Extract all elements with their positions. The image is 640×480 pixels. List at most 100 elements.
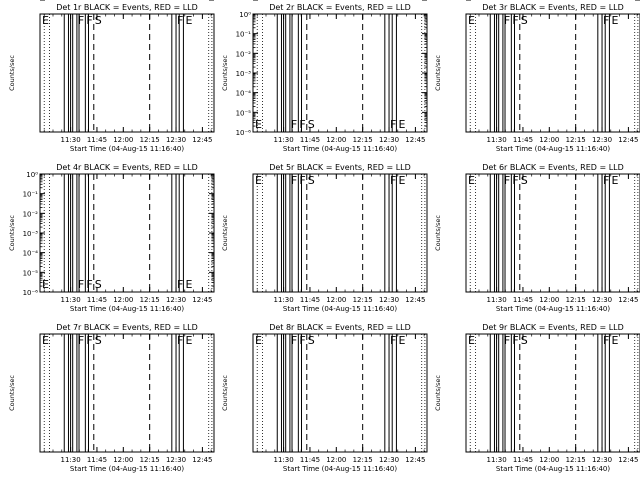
event-marker-letter: E (398, 334, 405, 347)
x-tick-label: 11:30 (486, 136, 506, 144)
x-axis-label: Start Time (04-Aug-15 11:16:40) (283, 465, 397, 473)
y-tick-label: 10000 (16, 0, 38, 2)
y-tick-label: 1 (34, 0, 38, 2)
y-tick-label: 10 (29, 0, 38, 2)
y-tick-label: 1000 (446, 0, 464, 2)
x-tick-label: 12:30 (592, 296, 612, 304)
event-marker-letter: E (42, 14, 49, 27)
panel-4: Det 4r BLACK = Events, RED = LLD 10⁻⁶ 10⁻⁵… (8, 163, 215, 313)
event-marker-letter: S (308, 334, 315, 347)
x-tick-label: 11:45 (300, 456, 320, 464)
plot-frame (465, 13, 640, 133)
y-axis-label: Counts/sec (221, 215, 229, 251)
event-marker-letter: E (255, 334, 262, 347)
x-tick-label: 12:45 (192, 296, 212, 304)
x-tick-label: 12:30 (379, 136, 399, 144)
y-tick-label: 10000 (442, 0, 464, 2)
panel-6: Det 6r BLACK = Events, RED = LLD 11010010… (434, 0, 640, 313)
y-tick-label: 10⁻⁵ (23, 269, 39, 277)
x-tick-label: 12:30 (166, 136, 186, 144)
panel-1: Det 1r BLACK = Events, RED = LLD 11010010… (8, 0, 215, 153)
event-marker-letter: E (185, 14, 192, 27)
event-marker-letter: E (42, 334, 49, 347)
x-tick-label: 12:15 (566, 136, 586, 144)
x-tick-label: 11:30 (486, 296, 506, 304)
x-axis-label: Start Time (04-Aug-15 11:16:40) (70, 305, 184, 313)
panel-title: Det 9r BLACK = Events, RED = LLD (482, 323, 624, 332)
x-tick-label: 11:30 (486, 456, 506, 464)
event-marker-letter: F (512, 174, 518, 187)
y-tick-label: 10⁻⁵ (236, 109, 252, 117)
event-marker-letter: F (390, 334, 396, 347)
event-marker-letter: E (611, 334, 618, 347)
x-tick-label: 12:15 (353, 296, 373, 304)
event-marker-letter: S (95, 278, 102, 291)
x-tick-label: 12:45 (405, 456, 425, 464)
event-marker-letter: F (603, 174, 609, 187)
y-tick-label: 10⁻⁶ (23, 289, 39, 297)
panel-title: Det 3r BLACK = Events, RED = LLD (482, 3, 624, 12)
y-tick-label: 1000 (446, 0, 464, 2)
event-marker-letter: E (255, 174, 262, 187)
x-tick-label: 12:45 (192, 456, 212, 464)
x-tick-label: 12:15 (140, 456, 160, 464)
x-tick-label: 12:45 (405, 136, 425, 144)
panel-title: Det 7r BLACK = Events, RED = LLD (56, 323, 198, 332)
y-tick-label: 10000 (229, 0, 251, 2)
y-tick-label: 10⁰ (26, 171, 38, 179)
y-tick-label: 10⁻¹ (23, 191, 39, 199)
y-axis-label: Counts/sec (221, 375, 229, 411)
x-tick-label: 11:45 (513, 456, 533, 464)
x-tick-label: 12:45 (618, 456, 638, 464)
x-axis-label: Start Time (04-Aug-15 11:16:40) (70, 145, 184, 153)
y-tick-label: 100 (238, 0, 251, 2)
event-marker-letter: F (390, 174, 396, 187)
panel-3: Det 3r BLACK = Events, RED = LLD 11010010… (434, 0, 640, 153)
plot-frame (39, 333, 215, 453)
plot-frame (465, 333, 640, 453)
event-marker-letter: S (308, 174, 315, 187)
event-marker-letter: F (291, 334, 297, 347)
event-marker-letter: F (512, 14, 518, 27)
y-axis-label: Counts/sec (434, 215, 442, 251)
event-marker-letter: S (521, 174, 528, 187)
x-tick-label: 12:30 (166, 296, 186, 304)
y-axis-label: Counts/sec (434, 55, 442, 91)
y-tick-label: 1000 (233, 0, 251, 2)
y-tick-label: 1 (247, 0, 251, 2)
panel-title: Det 8r BLACK = Events, RED = LLD (269, 323, 411, 332)
y-tick-label: 10⁻⁶ (236, 129, 252, 137)
event-marker-letter: E (611, 14, 618, 27)
x-tick-label: 12:15 (140, 136, 160, 144)
y-axis-label: Counts/sec (221, 55, 229, 91)
plot-frame (39, 173, 215, 293)
event-marker-letter: E (468, 334, 475, 347)
panel-title: Det 1r BLACK = Events, RED = LLD (56, 3, 198, 12)
event-marker-letter: F (86, 278, 92, 291)
x-tick-label: 12:30 (166, 456, 186, 464)
y-tick-label: 100 (451, 0, 464, 2)
event-marker-letter: F (78, 334, 84, 347)
y-axis-label: Counts/sec (8, 55, 16, 91)
event-marker-letter: F (86, 334, 92, 347)
plot-frame (252, 13, 428, 133)
x-tick-label: 12:00 (539, 136, 559, 144)
event-marker-letter: F (299, 118, 305, 131)
panel-2: Det 2r BLACK = Events, RED = LLD 10⁻⁶ 10⁻⁵… (221, 3, 428, 153)
event-marker-letter: E (255, 118, 262, 131)
event-marker-letter: E (42, 278, 49, 291)
y-tick-label: 10⁻³ (23, 230, 39, 238)
x-tick-label: 11:45 (513, 296, 533, 304)
x-tick-label: 12:00 (113, 136, 133, 144)
y-tick-label: 100 (25, 0, 38, 2)
y-tick-label: 100 (451, 0, 464, 2)
panel-7: Det 7r BLACK = Events, RED = LLD11010010… (8, 0, 215, 473)
y-tick-label: 10 (455, 0, 464, 2)
y-tick-label: 10⁻² (236, 50, 252, 58)
event-marker-letter: F (177, 334, 183, 347)
event-marker-letter: F (504, 14, 510, 27)
panel-title: Det 2r BLACK = Events, RED = LLD (269, 3, 411, 12)
y-tick-label: 1 (460, 0, 464, 2)
event-marker-letter: E (611, 174, 618, 187)
event-marker-letter: S (308, 118, 315, 131)
